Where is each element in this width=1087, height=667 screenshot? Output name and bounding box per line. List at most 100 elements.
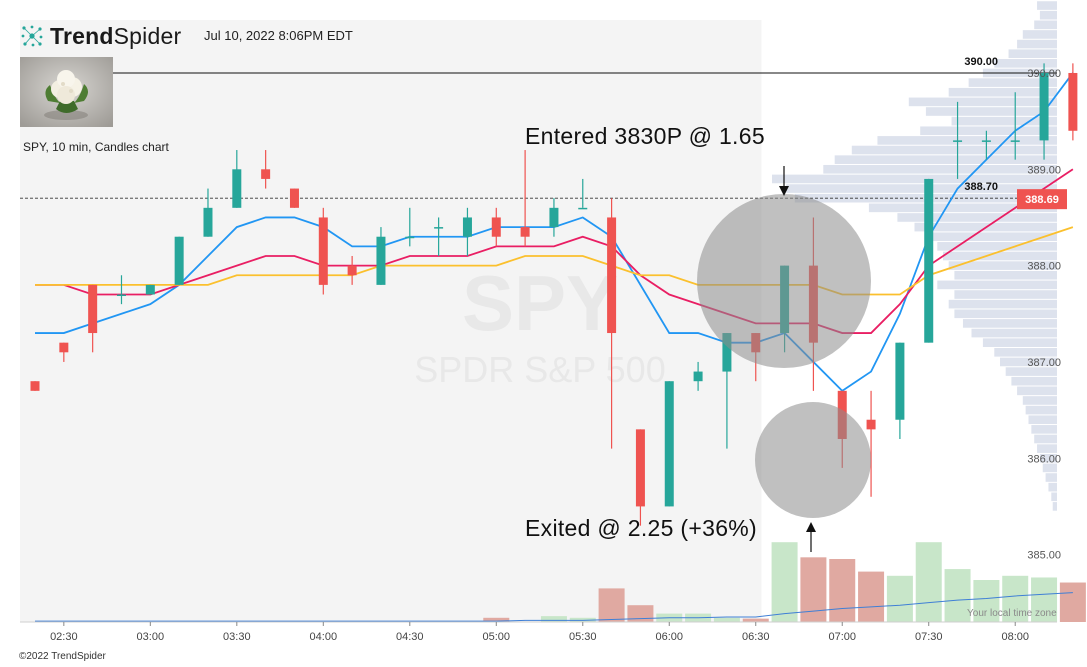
candle-body[interactable] <box>895 342 905 420</box>
x-tick-label: 07:30 <box>915 631 943 643</box>
candle-body[interactable] <box>607 217 617 334</box>
y-tick-label: 385.00 <box>1027 550 1061 562</box>
volume-bar <box>1059 582 1086 622</box>
candle-body[interactable] <box>174 236 184 285</box>
resistance-price-label: 390.00 <box>964 56 998 68</box>
y-tick-label: 390.00 <box>1027 68 1061 80</box>
volume-profile-bar <box>1042 463 1057 473</box>
y-tick-label: 387.00 <box>1027 357 1061 369</box>
candle-body[interactable] <box>261 169 271 179</box>
volume-bar <box>713 617 740 622</box>
candle-body[interactable] <box>722 333 732 372</box>
volume-profile-bar <box>971 328 1057 338</box>
exit-circle <box>755 402 871 518</box>
candle-body[interactable] <box>693 371 703 382</box>
volume-bar <box>540 616 567 622</box>
watermark-symbol: SPY <box>462 259 618 347</box>
volume-bar <box>627 605 654 622</box>
chart-symbol-line: SPY, 10 min, Candles chart <box>23 140 169 154</box>
volume-bar <box>1002 575 1029 622</box>
volume-profile-bar <box>962 319 1057 328</box>
candle-body[interactable] <box>59 342 69 353</box>
volume-profile-bar <box>823 164 1057 174</box>
volume-profile-bar <box>1039 453 1057 463</box>
candle-body[interactable] <box>866 419 876 430</box>
volume-profile-bar <box>954 309 1057 319</box>
candle-body[interactable] <box>520 227 530 237</box>
candle-body[interactable] <box>145 284 155 295</box>
x-tick-label: 04:30 <box>396 631 424 643</box>
volume-profile-bar <box>948 299 1057 309</box>
volume-profile-bar <box>951 116 1057 126</box>
volume-profile-bar <box>968 78 1057 87</box>
cauliflower-photo <box>20 57 113 127</box>
volume-trend-line <box>35 592 1073 622</box>
candle-body[interactable] <box>635 429 645 507</box>
brand-name-light: Spider <box>113 22 182 49</box>
volume-profile-bar <box>943 251 1057 261</box>
candle-body[interactable] <box>405 236 415 239</box>
watermark: SPY SPDR S&P 500 <box>414 259 665 390</box>
volume-profile <box>772 1 1057 511</box>
candle-body[interactable] <box>434 227 444 229</box>
y-tick-label: 388.00 <box>1027 261 1061 273</box>
axes: 02:30 03:00 03:30 04:00 04:30 05:00 05:30 06:00… <box>20 56 1067 643</box>
volume-profile-bar <box>1039 10 1057 20</box>
premarket-shading <box>20 20 762 622</box>
candle-body[interactable] <box>203 207 213 237</box>
volume-profile-bar <box>908 97 1057 107</box>
volume-profile-bar <box>948 261 1057 270</box>
volume-profile-bar <box>1045 473 1057 482</box>
volume-bar <box>1031 577 1058 622</box>
candle-body[interactable] <box>376 236 386 285</box>
copyright: ©2022 TrendSpider <box>19 651 106 662</box>
candle-body[interactable] <box>664 381 674 507</box>
y-tick-label: 389.00 <box>1027 164 1061 176</box>
candle-body[interactable] <box>924 178 934 343</box>
volume-bar <box>886 575 913 622</box>
exit-annotation: Exited @ 2.25 (+36%) <box>525 515 757 541</box>
x-tick-label: 07:00 <box>828 631 856 643</box>
candle-body[interactable] <box>578 207 588 210</box>
last-price-tag <box>1017 189 1067 210</box>
x-tick-label: 05:30 <box>569 631 597 643</box>
candle-body[interactable] <box>116 294 126 297</box>
candle-body[interactable] <box>347 265 357 276</box>
volume-profile-bar <box>954 290 1057 299</box>
brand-name-bold: Trend <box>50 22 114 49</box>
last-price-label: 388.69 <box>1025 194 1059 206</box>
volume-profile-bar <box>954 270 1057 280</box>
volume-profile-bar <box>877 136 1057 145</box>
entry-arrow-head <box>779 186 789 196</box>
candle-body[interactable] <box>491 217 501 237</box>
volume-bars <box>35 542 1086 622</box>
trade-circles <box>697 194 871 518</box>
volume-profile-bar <box>1034 20 1057 30</box>
candle-body[interactable] <box>30 381 40 391</box>
candle-body[interactable] <box>232 169 242 208</box>
candle-body[interactable] <box>462 217 472 237</box>
candle-body[interactable] <box>981 140 991 142</box>
candle-body[interactable] <box>1039 72 1049 141</box>
candle-body[interactable] <box>1010 140 1020 142</box>
price-levels <box>20 72 1057 199</box>
volume-profile-bar <box>851 145 1057 155</box>
timezone-note: Your local time zone <box>967 608 1057 619</box>
volume-profile-bar <box>1025 405 1057 415</box>
candle-body[interactable] <box>549 207 559 228</box>
moving-average-line <box>35 168 1074 334</box>
x-tick-label: 08:00 <box>1001 631 1029 643</box>
volume-profile-bar <box>868 203 1057 213</box>
candle-body[interactable] <box>88 284 98 334</box>
candle-body[interactable] <box>953 140 963 142</box>
candle-body[interactable] <box>318 217 328 285</box>
watermark-name: SPDR S&P 500 <box>414 349 665 390</box>
brand-header[interactable]: TrendSpider <box>20 22 181 50</box>
brand-name: TrendSpider <box>50 23 181 50</box>
volume-bar <box>771 542 798 622</box>
volume-bar <box>742 618 769 622</box>
candle-body[interactable] <box>289 188 299 208</box>
volume-bar <box>858 571 885 622</box>
candle-body[interactable] <box>1068 72 1078 131</box>
